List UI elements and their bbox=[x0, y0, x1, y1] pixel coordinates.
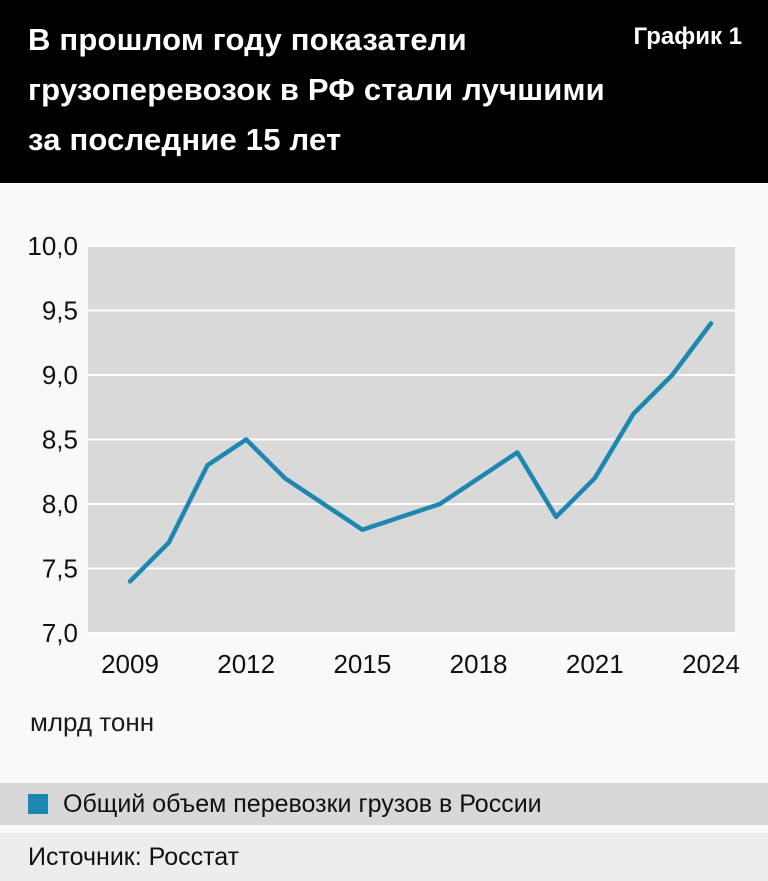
y-tick-label: 8,5 bbox=[42, 425, 78, 455]
chart-area: 7,0 7,5 8,0 8,5 9,0 9,5 10,0 2009 2012 2015 2018 20… bbox=[0, 183, 768, 881]
unit-label: млрд тонн bbox=[30, 707, 155, 737]
header: В прошлом году показатели грузоперевозок… bbox=[0, 0, 768, 183]
source-text: Источник: Росстат bbox=[28, 842, 240, 871]
y-tick-label: 9,5 bbox=[42, 296, 78, 326]
legend-label: Общий объем перевозки грузов в России bbox=[63, 789, 542, 818]
cargo-volume-line-chart: 7,0 7,5 8,0 8,5 9,0 9,5 10,0 2009 2012 2015 2018 20… bbox=[27, 231, 740, 679]
x-tick-label: 2009 bbox=[101, 649, 159, 679]
legend-swatch bbox=[28, 794, 48, 814]
y-tick-label: 8,0 bbox=[42, 489, 78, 519]
x-tick-label: 2021 bbox=[566, 649, 624, 679]
y-tick-label: 9,0 bbox=[42, 360, 78, 390]
chart-number-label: График 1 bbox=[633, 23, 742, 50]
x-tick-label: 2015 bbox=[333, 649, 391, 679]
y-tick-label: 7,5 bbox=[42, 554, 78, 584]
y-tick-label: 10,0 bbox=[27, 231, 78, 261]
legend: Общий объем перевозки грузов в России bbox=[0, 783, 768, 825]
title-line-3: за последние 15 лет bbox=[28, 122, 342, 157]
y-tick-label: 7,0 bbox=[42, 618, 78, 648]
x-tick-label: 2012 bbox=[217, 649, 275, 679]
source: Источник: Росстат bbox=[0, 833, 768, 881]
x-tick-label: 2018 bbox=[450, 649, 508, 679]
page-title: В прошлом году показатели грузоперевозок… bbox=[28, 15, 605, 165]
data-line bbox=[127, 321, 714, 584]
title-line-1: В прошлом году показатели bbox=[28, 22, 467, 57]
x-tick-label: 2024 bbox=[682, 649, 740, 679]
title-line-2: грузоперевозок в РФ стали лучшими bbox=[28, 72, 605, 107]
